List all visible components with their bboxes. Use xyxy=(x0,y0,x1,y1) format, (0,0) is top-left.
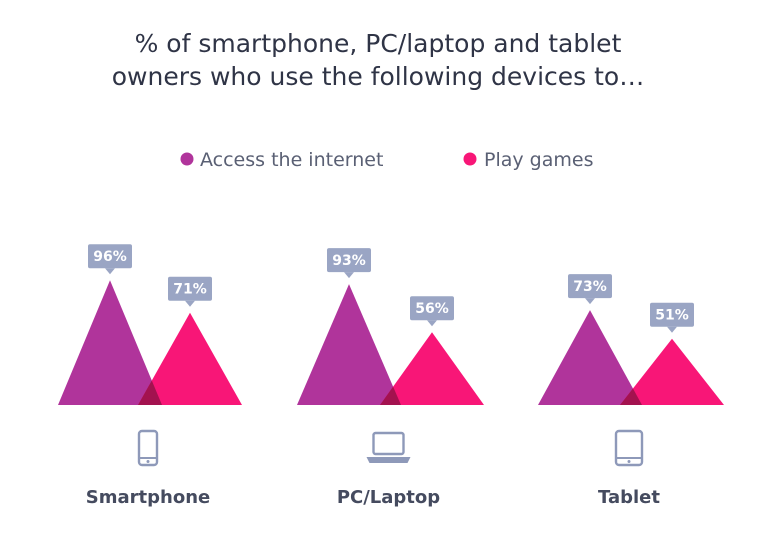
value-label-play-games-0-group: 71% xyxy=(168,276,212,307)
value-label-play-games-1-badge xyxy=(410,296,454,321)
triangle-play-games-1 xyxy=(380,332,484,405)
triangle-play-games-0 xyxy=(138,312,242,405)
value-label-play-games-0-badge xyxy=(168,276,212,301)
value-label-access-internet-2-group: 73% xyxy=(568,274,612,305)
laptop-icon xyxy=(366,431,411,463)
value-label-play-games-2: 51% xyxy=(655,308,689,324)
value-label-access-internet-0-badge xyxy=(88,244,132,269)
value-label-play-games-1: 56% xyxy=(415,301,449,317)
value-label-play-games-2-badge xyxy=(650,302,694,327)
tablet-icon xyxy=(614,429,644,467)
legend: Access the internet Play games xyxy=(180,149,593,171)
category-label-2: Tablet xyxy=(598,487,660,508)
legend-marker-play-games xyxy=(463,152,477,166)
overlap-region-1 xyxy=(380,386,401,405)
value-label-access-internet-0: 96% xyxy=(93,249,127,265)
value-label-play-games-2-badge-pointer xyxy=(667,326,677,333)
value-label-play-games-0: 71% xyxy=(173,282,207,298)
value-label-play-games-2-group: 51% xyxy=(650,302,694,333)
value-label-access-internet-2-badge xyxy=(568,274,612,299)
overlap-region-0 xyxy=(138,380,162,405)
value-label-access-internet-1: 93% xyxy=(332,253,366,269)
triangle-access-internet-0 xyxy=(58,280,162,405)
plot-area: 96% 71% Smartphone 93% 56% PC/Laptop 73% 51% Tab… xyxy=(58,244,724,508)
legend-marker-access-internet xyxy=(180,152,194,166)
value-label-access-internet-0-group: 96% xyxy=(88,244,132,275)
value-label-access-internet-1-group: 93% xyxy=(327,248,371,279)
triangle-access-internet-1 xyxy=(297,284,401,405)
chart-title-line-1: % of smartphone, PC/laptop and tablet xyxy=(135,29,622,58)
value-label-access-internet-1-badge-pointer xyxy=(344,272,354,279)
smartphone-icon xyxy=(137,429,159,467)
legend-label-play-games: Play games xyxy=(484,149,593,171)
value-label-access-internet-2: 73% xyxy=(573,279,607,295)
overlap-region-2 xyxy=(620,388,642,405)
value-label-access-internet-2-badge-pointer xyxy=(585,298,595,305)
legend-label-access-internet: Access the internet xyxy=(200,149,383,171)
value-label-play-games-1-group: 56% xyxy=(410,296,454,327)
chart-title-line-2: owners who use the following devices to… xyxy=(112,62,644,91)
triangle-access-internet-2 xyxy=(538,310,642,405)
category-label-1: PC/Laptop xyxy=(337,487,440,508)
value-label-access-internet-0-badge-pointer xyxy=(105,268,115,275)
category-label-0: Smartphone xyxy=(86,487,210,508)
value-label-access-internet-1-badge xyxy=(327,248,371,273)
value-label-play-games-0-badge-pointer xyxy=(185,300,195,307)
value-label-play-games-1-badge-pointer xyxy=(427,320,437,327)
triangle-play-games-2 xyxy=(620,338,724,405)
